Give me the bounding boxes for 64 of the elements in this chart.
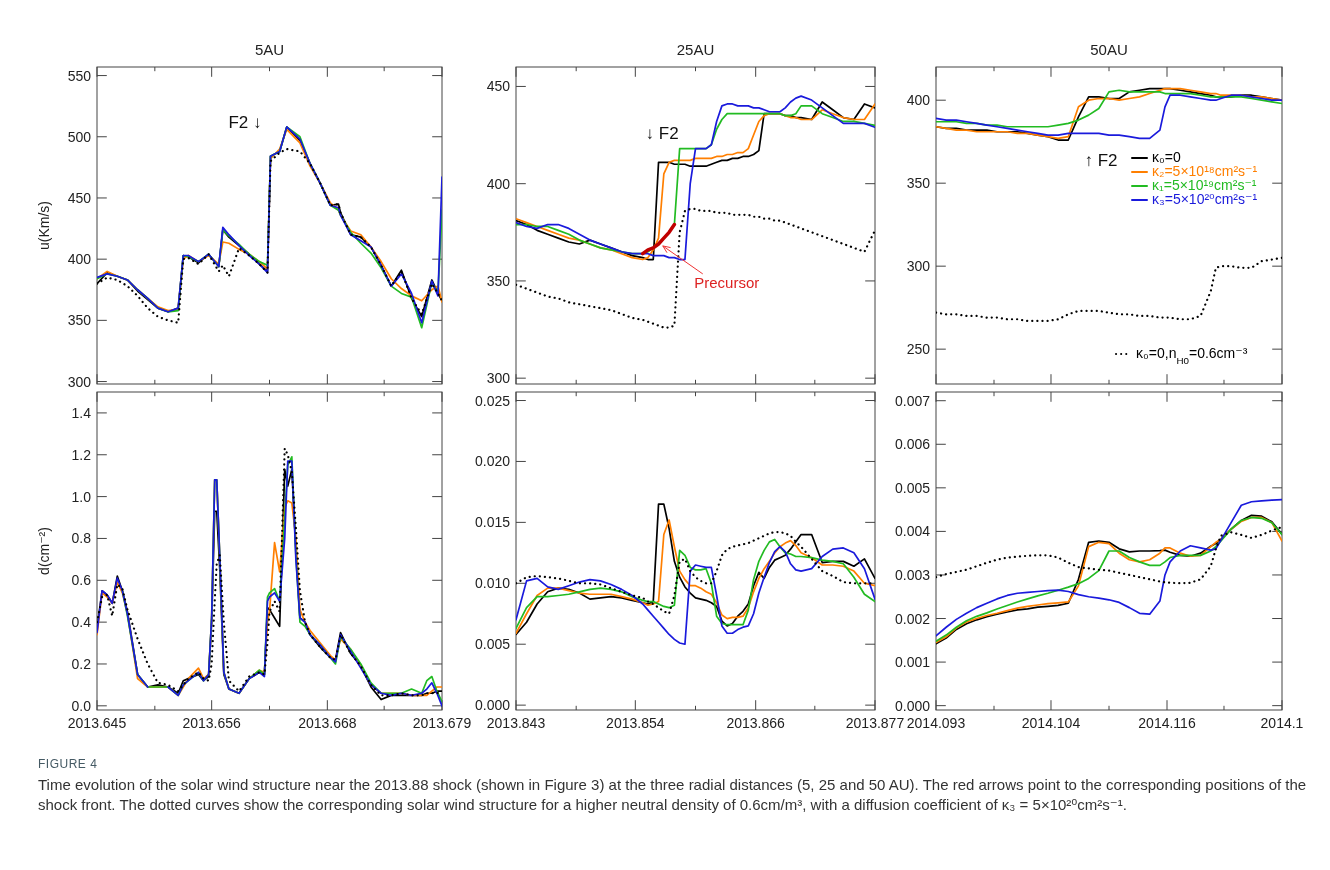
legend-label: κ₀=0 bbox=[1152, 149, 1181, 166]
y-tick-label: 450 bbox=[67, 189, 92, 206]
annotation: Precursor bbox=[694, 273, 760, 291]
text: Time evolution of the solar wind structure near the 2013.88 shock (shown in Figure 3) at the three radial distances (5, 25 and 50 AU). The red arrows point to the corresponding positions of the shock front. The dotted curves show the corresponding solar wind structure for a higher neutral density of 0.6cm/m³, with a diffusion coefficient of κ₃ = 5×10²⁰cm²s⁻¹. bbox=[38, 775, 1308, 815]
y-tick-label: 0.004 bbox=[894, 523, 931, 540]
y-tick-label: 0.000 bbox=[894, 697, 931, 714]
y-tick-label: 0.006 bbox=[894, 436, 931, 453]
y-tick-label: 0.015 bbox=[474, 514, 511, 531]
y-tick-label: 450 bbox=[486, 78, 511, 95]
y-tick-label: 1.2 bbox=[71, 446, 92, 463]
y-tick-label: 0.4 bbox=[71, 614, 92, 631]
x-tick-label: 2013.668 bbox=[298, 715, 357, 731]
x-tick-label: 2013.656 bbox=[182, 715, 242, 731]
y-tick-label: 0.005 bbox=[474, 636, 511, 653]
annotation: ↓ F2 bbox=[645, 123, 679, 143]
y-tick-label: 0.020 bbox=[474, 453, 511, 470]
y-axis-title: d(cm⁻²) bbox=[36, 527, 52, 575]
chart-title: 25AU bbox=[676, 41, 715, 58]
y-tick-label: 350 bbox=[67, 312, 92, 329]
y-tick-label: 300 bbox=[906, 258, 931, 275]
x-tick-label: 2013.866 bbox=[726, 715, 786, 731]
y-tick-label: 0.2 bbox=[71, 655, 92, 672]
y-tick-label: 0.6 bbox=[71, 572, 92, 589]
y-tick-label: 350 bbox=[486, 272, 511, 289]
y-tick-label: 400 bbox=[67, 251, 92, 268]
y-tick-label: 350 bbox=[906, 175, 931, 192]
y-tick-label: 0.005 bbox=[894, 479, 931, 496]
chart-title: 5AU bbox=[254, 41, 285, 58]
legend-label: κ₀=0,n$_{H0}$=0.6cm⁻³ bbox=[1136, 345, 1248, 366]
x-tick-label: 2013.679 bbox=[412, 715, 472, 731]
y-tick-label: 300 bbox=[67, 373, 92, 390]
x-tick-label: 2013.843 bbox=[486, 715, 546, 731]
y-tick-label: 0.007 bbox=[894, 392, 931, 409]
y-tick-label: 0.000 bbox=[474, 697, 511, 714]
y-tick-label: 400 bbox=[486, 175, 511, 192]
y-tick-label: 0.003 bbox=[894, 566, 931, 583]
legend-label: κ₃=5×10²⁰cm²s⁻¹ bbox=[1152, 191, 1258, 208]
y-tick-label: 0.8 bbox=[71, 530, 92, 547]
y-tick-label: 0.010 bbox=[474, 575, 511, 592]
y-axis-title: u(Km/s) bbox=[36, 201, 52, 250]
y-tick-label: 550 bbox=[67, 67, 92, 84]
annotation: ↑ F2 bbox=[1084, 150, 1118, 170]
legend-label: κ₂=5×10¹⁸cm²s⁻¹ bbox=[1152, 163, 1258, 180]
text: FIGURE 4 bbox=[38, 757, 99, 771]
y-tick-label: 0.002 bbox=[894, 610, 931, 627]
y-tick-label: 500 bbox=[67, 128, 92, 145]
y-tick-label: 300 bbox=[486, 370, 511, 387]
legend-label: κ₁=5×10¹⁹cm²s⁻¹ bbox=[1152, 177, 1257, 194]
y-tick-label: 1.4 bbox=[71, 404, 92, 421]
x-tick-label: 2014.104 bbox=[1021, 715, 1081, 731]
y-tick-label: 0.001 bbox=[894, 654, 931, 671]
x-tick-label: 2014.1 bbox=[1260, 715, 1304, 731]
x-tick-label: 2013.877 bbox=[845, 715, 905, 731]
x-tick-label: 2013.854 bbox=[606, 715, 665, 731]
x-tick-label: 2013.645 bbox=[67, 715, 127, 731]
x-tick-label: 2014.093 bbox=[906, 715, 966, 731]
y-tick-label: 0.0 bbox=[71, 697, 92, 714]
y-tick-label: 1.0 bbox=[71, 488, 92, 505]
annotation: F2 ↓ bbox=[228, 113, 262, 133]
y-tick-label: 0.025 bbox=[474, 392, 511, 409]
x-tick-label: 2014.116 bbox=[1138, 715, 1196, 731]
chart-title: 50AU bbox=[1090, 41, 1128, 58]
y-tick-label: 250 bbox=[906, 341, 931, 358]
y-tick-label: 400 bbox=[906, 92, 931, 109]
